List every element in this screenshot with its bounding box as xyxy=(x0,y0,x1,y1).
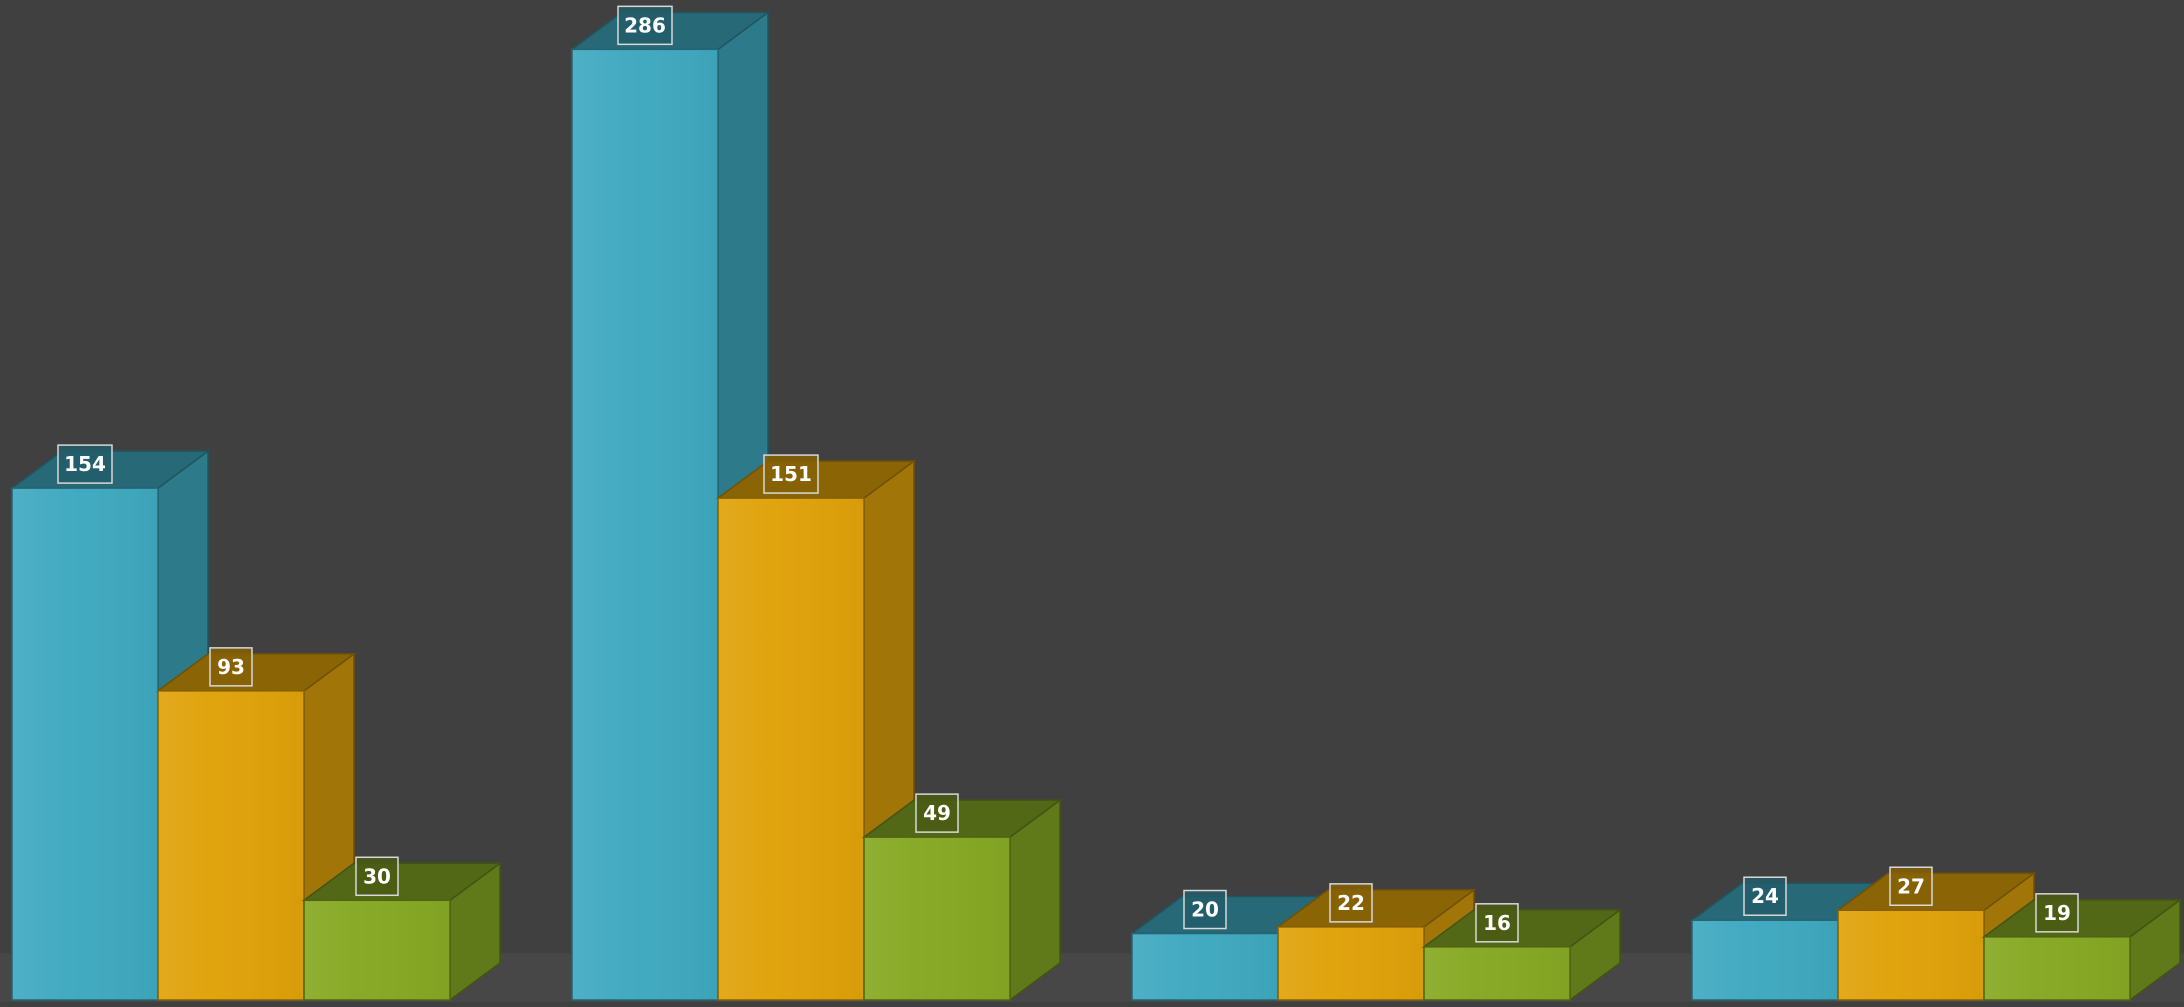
bar-shine xyxy=(1279,927,1423,999)
data-label-box xyxy=(1743,876,1787,916)
data-label-box xyxy=(617,5,673,46)
bar-shine xyxy=(1133,934,1277,999)
bar-3d xyxy=(301,861,503,1002)
bar-shine xyxy=(1839,911,1983,999)
data-label-text: 22 xyxy=(1337,891,1365,915)
data-label-box xyxy=(1475,903,1519,943)
bar-shine xyxy=(1693,921,1837,999)
data-label-text: 93 xyxy=(217,655,245,679)
data-label: 286 xyxy=(617,5,673,46)
data-label-text: 20 xyxy=(1191,898,1219,922)
data-label-text: 49 xyxy=(923,801,951,825)
data-label-text: 16 xyxy=(1483,911,1511,935)
bar-shine xyxy=(305,901,449,999)
bar-3d xyxy=(715,459,917,1002)
data-label-box xyxy=(209,647,253,687)
data-label: 24 xyxy=(1743,876,1787,916)
bars-layer xyxy=(9,10,2183,1002)
bar-shine xyxy=(13,489,157,999)
data-label-text: 286 xyxy=(624,13,666,37)
bar-3d xyxy=(569,10,771,1002)
data-label: 49 xyxy=(915,793,959,833)
data-label-box xyxy=(763,454,819,494)
data-label-box xyxy=(355,856,399,897)
data-label: 30 xyxy=(355,856,399,897)
data-label: 154 xyxy=(57,444,113,484)
data-label-box xyxy=(1329,883,1373,923)
data-label-box xyxy=(57,444,113,484)
bar-shine xyxy=(573,50,717,999)
bar-3d xyxy=(1421,908,1623,1002)
labels-layer: 154 286 20 24 93 151 22 27 30 49 16 19 xyxy=(57,5,2079,943)
data-label-box xyxy=(915,793,959,833)
bar-3d xyxy=(861,798,1063,1002)
data-label-box xyxy=(1889,866,1933,907)
data-label-box xyxy=(2035,893,2079,933)
bar-3d xyxy=(1981,898,2183,1002)
bar-shine xyxy=(1425,947,1569,999)
data-label-text: 27 xyxy=(1897,874,1925,898)
bar-shine xyxy=(1985,937,2129,999)
bar-shine xyxy=(159,691,303,999)
data-label: 20 xyxy=(1183,889,1227,930)
data-label: 93 xyxy=(209,647,253,687)
data-label-text: 30 xyxy=(363,864,391,888)
bar-shine xyxy=(865,838,1009,999)
data-label: 19 xyxy=(2035,893,2079,933)
data-label-text: 151 xyxy=(770,462,812,486)
bar-3d xyxy=(155,652,357,1002)
data-label-text: 154 xyxy=(64,452,106,476)
data-label: 16 xyxy=(1475,903,1519,943)
bar-shine xyxy=(719,499,863,999)
data-label-text: 24 xyxy=(1751,884,1779,908)
data-label: 22 xyxy=(1329,883,1373,923)
data-label-box xyxy=(1183,889,1227,930)
data-label-text: 19 xyxy=(2043,901,2071,925)
data-label: 151 xyxy=(763,454,819,494)
data-label: 27 xyxy=(1889,866,1933,907)
